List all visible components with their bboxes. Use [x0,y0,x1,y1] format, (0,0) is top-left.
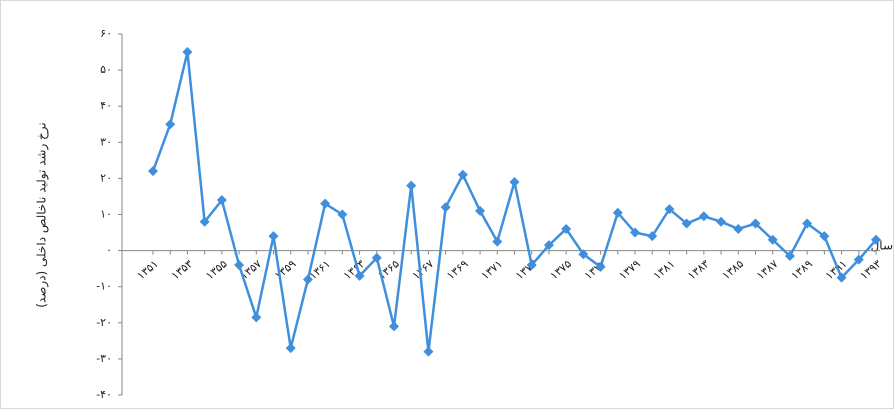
y-tick-label: ۴۰ [100,99,112,112]
y-tick-label: ۲۰ [100,171,112,184]
y-tick-label: -۴۰ [96,388,112,401]
y-tick-label: -۲۰ [96,316,112,329]
y-tick-label: -۱۰ [96,280,112,293]
y-axis-label: نرخ رشد تولید ناخالص داخلی (درصد) [35,122,50,308]
chart: نرخ رشد تولید ناخالص داخلی (درصد) سال -۴… [0,0,894,409]
y-tick-label: ۱۰ [100,208,112,221]
y-tick-label: ۰ [106,244,112,257]
y-tick-label: -۳۰ [96,352,112,365]
y-tick-label: ۳۰ [100,135,112,148]
y-tick-label: ۶۰ [100,27,112,40]
y-tick-label: ۵۰ [100,63,112,76]
